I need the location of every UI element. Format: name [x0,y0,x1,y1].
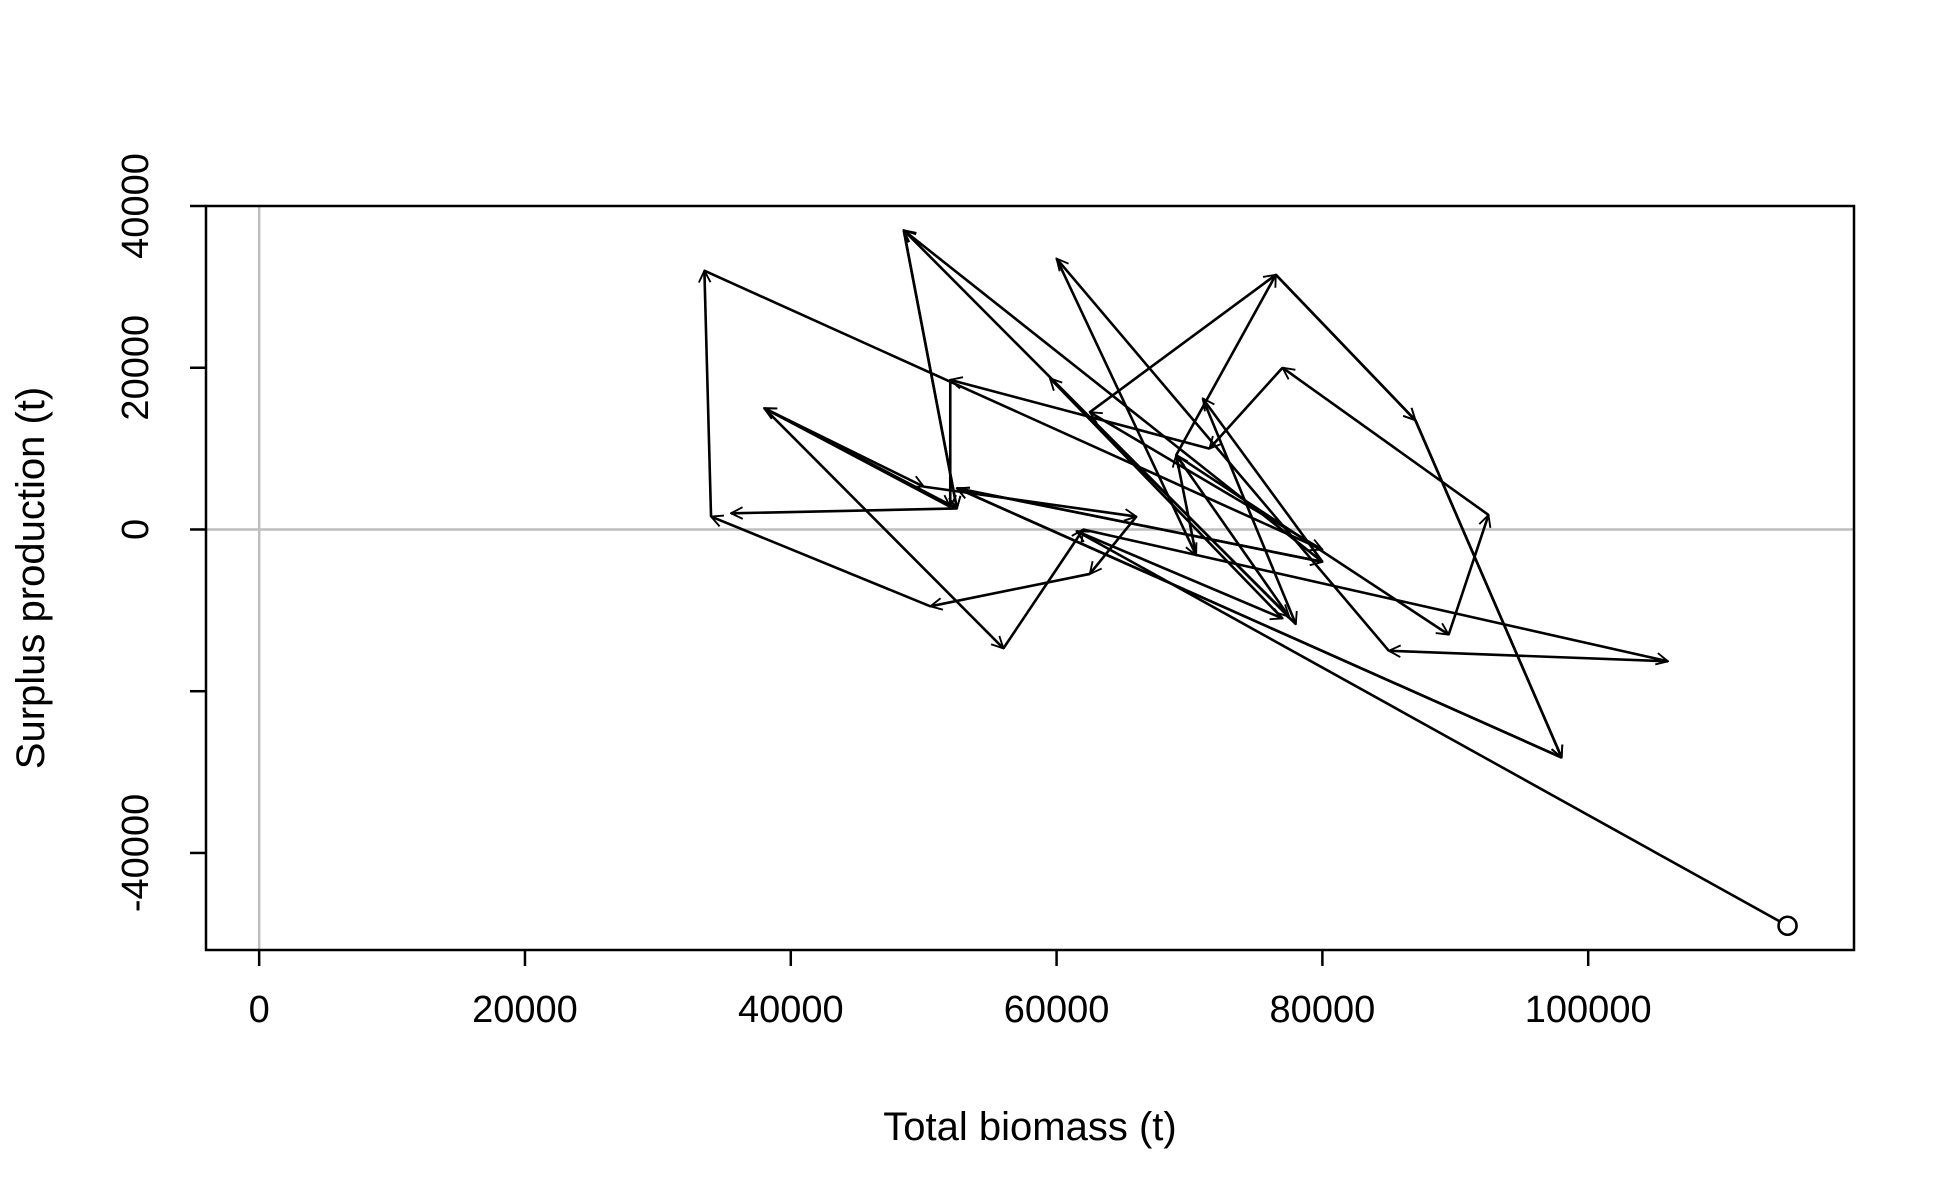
trajectory-arrow [904,230,1297,626]
trajectory-arrow [930,572,1091,606]
trajectory-arrow [902,230,957,508]
trajectory-arrow [957,488,1563,759]
series-path [703,230,1798,937]
y-axis-title: Surplus production (t) [9,387,53,769]
y-tick-label: -40000 [115,794,157,912]
trajectory-arrow [1057,259,1390,652]
trajectory-arrow [1209,366,1284,449]
trajectory-arrow [1082,528,1668,661]
trajectory-arrow [1076,529,1283,618]
trajectory-arrow [1090,515,1138,574]
x-tick-label: 100000 [1525,989,1652,1031]
trajectory-arrow [1283,368,1490,516]
start-point-marker [1777,915,1798,937]
trajectory-arrow [1176,455,1291,618]
trajectory-arrow [1414,419,1561,757]
trajectory-arrow [1176,455,1198,556]
plot-frame [204,204,1856,952]
x-tick-label: 60000 [1004,989,1110,1031]
trajectory-arrow [711,517,931,608]
trajectory-arrow [1274,273,1416,421]
y-tick-label: 20000 [115,315,157,421]
x-tick-label: 80000 [1270,989,1376,1031]
trajectory-arrow [1090,411,1324,551]
trajectory-arrow [703,269,1322,550]
trajectory-arrow [1203,398,1324,563]
trajectory-arrow [704,271,713,517]
trajectory-arrow [763,407,1003,648]
x-tick-label: 0 [249,989,270,1031]
trajectory-arrow [763,407,923,488]
trajectory-arrow [1077,529,1789,927]
trajectory-arrow [956,486,1322,562]
trajectory-arrow [950,380,1210,450]
x-axis: 0 20000 40000 60000 80000 100000 [249,950,1652,1031]
x-axis-title: Total biomass (t) [883,1105,1176,1149]
y-axis: -40000 0 20000 40000 [115,153,206,912]
x-tick-label: 20000 [472,989,578,1031]
x-tick-label: 40000 [738,989,844,1031]
trajectory-arrow [731,508,957,513]
trajectory-arrow [904,230,1324,563]
reference-lines [206,206,1854,950]
y-tick-label: 40000 [115,153,157,259]
trajectory-arrow [1447,515,1489,636]
trajectory-arrow [1002,529,1083,650]
trajectory-arrow [1175,275,1278,456]
trajectory-arrow [1389,651,1668,663]
trajectory-arrow [1089,275,1276,414]
y-tick-label: 0 [115,519,157,540]
